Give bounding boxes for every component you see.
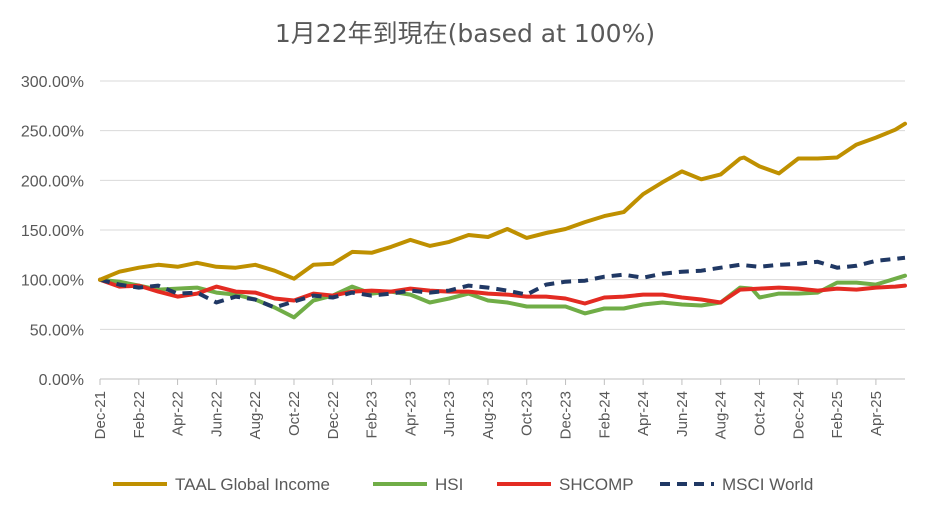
- gridlines: [100, 80, 905, 380]
- x-tick-label: Feb-24: [596, 391, 613, 439]
- legend-label-hsi: HSI: [435, 475, 463, 494]
- x-tick-label: Feb-22: [131, 391, 148, 439]
- x-tick-label: Feb-23: [364, 391, 381, 439]
- x-tick-label: Apr-24: [635, 391, 652, 436]
- y-tick-label: 300.00%: [21, 74, 84, 91]
- x-tick-label: Oct-23: [519, 391, 536, 436]
- x-tick-label: Apr-23: [402, 391, 419, 436]
- y-tick-label: 150.00%: [21, 223, 84, 240]
- legend-label-msci-world: MSCI World: [722, 475, 813, 494]
- x-tick-label: Dec-24: [790, 391, 807, 439]
- x-tick-label: Oct-24: [752, 391, 769, 436]
- series-line-taal-global-income: [98, 121, 907, 282]
- series-line-hsi: [98, 273, 907, 320]
- y-tick-label: 50.00%: [30, 322, 84, 339]
- x-tick-label: Aug-22: [247, 391, 264, 439]
- y-tick-label: 100.00%: [21, 273, 84, 290]
- x-tick-label: Apr-22: [170, 391, 187, 436]
- legend-label-taal-global-income: TAAL Global Income: [175, 475, 330, 494]
- series-lines: [98, 121, 907, 320]
- x-tick-label: Dec-21: [92, 391, 109, 439]
- x-tick-label: Aug-23: [480, 391, 497, 439]
- y-tick-label: 200.00%: [21, 173, 84, 190]
- series-line-msci-world: [99, 255, 906, 310]
- x-tick-label: Apr-25: [868, 391, 885, 436]
- x-tick-label: Jun-23: [441, 391, 458, 437]
- y-axis: 0.00% 50.00% 100.00% 150.00% 200.00% 250.00% 3…: [21, 74, 84, 389]
- x-tick-label: Aug-24: [713, 391, 730, 439]
- x-tick-label: Jun-22: [208, 391, 225, 437]
- x-tick-label: Dec-23: [558, 391, 575, 439]
- x-tick-label: Oct-22: [286, 391, 303, 436]
- y-tick-label: 0.00%: [39, 372, 84, 389]
- series-line-shcomp: [98, 277, 907, 306]
- chart-title: 1月22年到現在(based at 100%): [274, 19, 656, 48]
- legend-label-shcomp: SHCOMP: [559, 475, 634, 494]
- x-tick-label: Dec-22: [325, 391, 342, 439]
- x-tick-label: Jun-24: [674, 391, 691, 437]
- y-tick-label: 250.00%: [21, 124, 84, 141]
- x-tick-label: Feb-25: [829, 391, 846, 439]
- legend: TAAL Global Income HSI SHCOMP MSCI World: [113, 475, 813, 494]
- x-axis: Dec-21 Feb-22 Apr-22 Jun-22 Aug-22 Oct-22 Dec-…: [92, 379, 885, 439]
